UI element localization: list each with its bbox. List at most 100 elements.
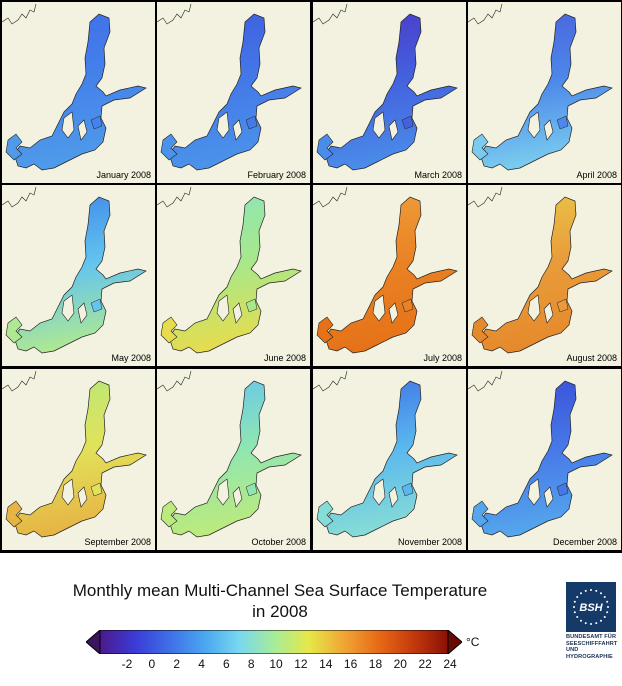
logo-star-dot [580, 592, 583, 595]
baltic-sea-area [479, 380, 613, 538]
logo-star-dot [590, 589, 592, 591]
logo-star-dot [595, 589, 598, 592]
panel-month-label: June 2008 [263, 353, 306, 363]
sea-temperature-map [157, 186, 302, 354]
logo-star-dot [576, 615, 579, 618]
colorbar-tick-label: 8 [247, 657, 255, 671]
gotland-island [388, 302, 399, 324]
sea-temperature-map [2, 3, 147, 171]
kattegat-area [160, 500, 178, 528]
baltic-sea-area [13, 380, 147, 538]
coastline-northwest [313, 370, 348, 392]
logo-star-dot [573, 611, 576, 614]
coastline-northwest [313, 3, 348, 25]
gulf-of-riga [90, 115, 103, 130]
colorbar-left-arrow [86, 630, 101, 654]
gulf-of-riga [556, 115, 569, 130]
map-panel: September 2008 [2, 369, 155, 550]
bsh-logo-line-4: HYDROGRAPHIE [566, 653, 613, 660]
map-panel: May 2008 [2, 185, 155, 366]
gulf-of-riga [245, 115, 258, 130]
panel-month-label: March 2008 [414, 170, 462, 180]
land-island [527, 478, 541, 506]
kattegat-area [471, 316, 489, 344]
logo-star-dot [590, 623, 592, 625]
baltic-sea-area [168, 380, 302, 538]
coastline-northwest [2, 370, 37, 392]
gotland-island [232, 302, 243, 324]
logo-star-dot [580, 619, 583, 622]
map-panel: December 2008 [468, 369, 621, 550]
colorbar-tick-label: 14 [319, 657, 333, 671]
bsh-logo-line-2: SEESCHIFFFAHRT [566, 640, 618, 647]
gotland-island [77, 119, 88, 141]
bsh-logo-mark: BSH [566, 582, 616, 632]
panel-month-label: August 2008 [566, 353, 617, 363]
panel-month-label: December 2008 [552, 537, 617, 547]
sea-temperature-map [313, 186, 458, 354]
gulf-of-riga [401, 115, 414, 130]
colorbar-right-arrow [447, 630, 462, 654]
logo-star-dot [584, 589, 587, 592]
panel-month-label: July 2008 [423, 353, 462, 363]
logo-star-dot [573, 606, 575, 608]
sea-temperature-map [313, 3, 458, 171]
baltic-sea-area [324, 196, 458, 354]
temperature-colorbar [86, 630, 462, 654]
figure-title-line-1: Monthly mean Multi-Channel Sea Surface T… [72, 581, 488, 600]
map-panel: June 2008 [157, 185, 310, 366]
map-panel: January 2008 [2, 2, 155, 183]
panel-month-label: September 2008 [84, 537, 151, 547]
monthly-map-grid: January 2008 February 2008 March 2008 April… [0, 0, 622, 553]
colorbar-tick-label: 10 [269, 657, 283, 671]
map-panel: August 2008 [468, 185, 621, 366]
coastline-northwest [313, 186, 348, 208]
logo-star-dot [573, 600, 576, 603]
land-island [61, 111, 75, 139]
logo-star-dot [606, 600, 609, 603]
gulf-of-riga [90, 482, 103, 497]
kattegat-area [316, 316, 334, 344]
logo-star-dot [576, 596, 579, 599]
colorbar-tick-label: 24 [443, 657, 457, 671]
sea-temperature-map [313, 370, 458, 538]
sea-temperature-map [157, 3, 302, 171]
coastline-northwest [468, 3, 503, 25]
bsh-logo-text: BUNDESAMT FÜR SEESCHIFFFAHRT UND HYDROGR… [566, 634, 622, 660]
colorbar-tick-label: 12 [294, 657, 308, 671]
land-island [61, 478, 75, 506]
bsh-logo-line-3: UND [566, 647, 579, 654]
baltic-sea-area [324, 380, 458, 538]
bsh-logo-mark-text: BSH [579, 602, 603, 614]
colorbar-tick-label: 2 [173, 657, 181, 671]
land-island [61, 294, 75, 322]
gulf-of-riga [90, 298, 103, 313]
gotland-island [232, 486, 243, 508]
land-island [216, 111, 230, 139]
kattegat-area [316, 133, 334, 161]
colorbar-tick-label: 18 [368, 657, 383, 671]
logo-star-dot [599, 592, 602, 595]
colorbar-tick-label: 4 [198, 657, 205, 671]
sea-temperature-map [2, 186, 147, 354]
colorbar-unit: °C [466, 635, 480, 649]
kattegat-area [160, 316, 178, 344]
colorbar-tick-label: 0 [148, 657, 156, 671]
figure-title-line-2: in 2008 [252, 602, 308, 621]
sea-temperature-map [468, 3, 613, 171]
gulf-of-riga [401, 298, 414, 313]
land-island [372, 111, 386, 139]
gulf-of-riga [245, 298, 258, 313]
panel-month-label: April 2008 [576, 170, 617, 180]
panel-month-label: October 2008 [251, 537, 306, 547]
logo-star-dot [603, 596, 606, 599]
logo-star-dot [584, 622, 587, 625]
coastline-northwest [2, 3, 37, 25]
map-panel: July 2008 [313, 185, 466, 366]
colorbar-tick-label: -2 [121, 657, 133, 671]
sea-temperature-map [468, 370, 613, 538]
baltic-sea-area [479, 13, 613, 171]
kattegat-area [5, 133, 23, 161]
baltic-sea-area [13, 196, 147, 354]
panel-month-label: May 2008 [111, 353, 151, 363]
